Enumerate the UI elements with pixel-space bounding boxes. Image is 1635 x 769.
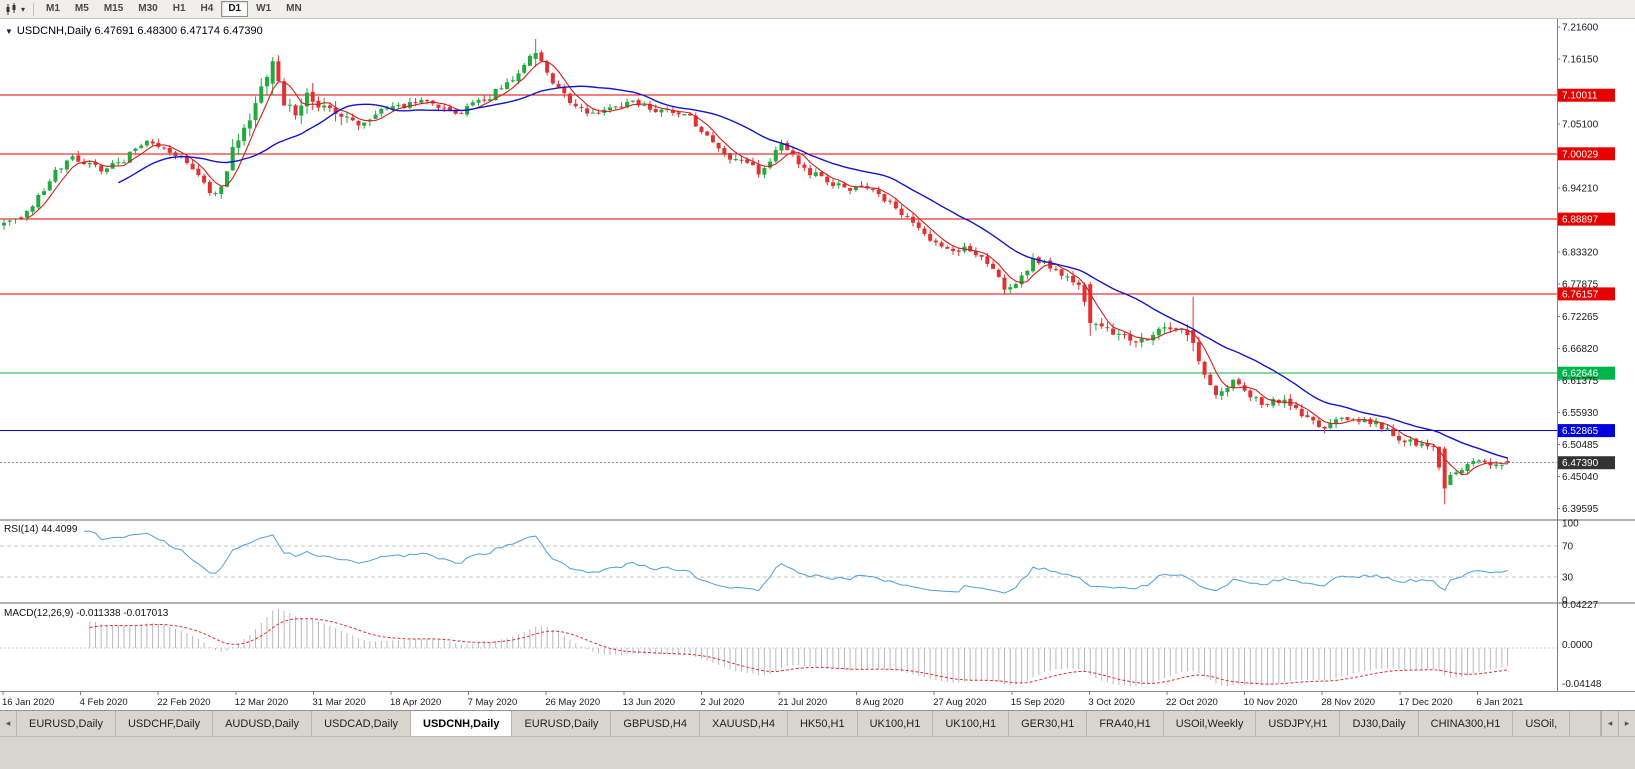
timeframe-button-w1[interactable]: W1 xyxy=(256,3,272,14)
svg-text:27 Aug 2020: 27 Aug 2020 xyxy=(933,697,986,708)
svg-text:7.05100: 7.05100 xyxy=(1562,120,1599,131)
svg-text:7.16150: 7.16150 xyxy=(1562,55,1599,66)
svg-text:7.21600: 7.21600 xyxy=(1562,23,1599,34)
svg-text:4 Feb 2020: 4 Feb 2020 xyxy=(80,697,128,708)
svg-text:15 Sep 2020: 15 Sep 2020 xyxy=(1011,697,1065,708)
chart-tab-eurusd-daily[interactable]: EURUSD,Daily xyxy=(17,711,116,736)
svg-text:7 May 2020: 7 May 2020 xyxy=(468,697,518,708)
chart-tab-usdcnh-daily[interactable]: USDCNH,Daily xyxy=(411,711,513,736)
svg-text:6.88897: 6.88897 xyxy=(1562,215,1599,226)
chart-tab-usdchf-daily[interactable]: USDCHF,Daily xyxy=(116,711,214,736)
chart-tab-china300-h1[interactable]: CHINA300,H1 xyxy=(1419,711,1514,736)
tab-scroll-next-icon[interactable]: ▸ xyxy=(1618,711,1635,736)
svg-text:8 Aug 2020: 8 Aug 2020 xyxy=(856,697,904,708)
tab-scroll-prev-icon[interactable]: ◂ xyxy=(1601,711,1618,736)
chart-tabs: EURUSD,Daily USDCHF,Daily AUDUSD,Daily USDC… xyxy=(17,711,1571,736)
svg-text:26 May 2020: 26 May 2020 xyxy=(545,697,600,708)
svg-text:70: 70 xyxy=(1562,542,1574,553)
time-axis: 16 Jan 2020 4 Feb 2020 22 Feb 2020 12 Mar 2… xyxy=(2,691,1523,708)
svg-text:31 Mar 2020: 31 Mar 2020 xyxy=(312,697,365,708)
svg-text:6.50485: 6.50485 xyxy=(1562,440,1599,451)
timeframe-buttons: M1 M5 M15 M30 H1 H4 D1 W1 MN xyxy=(39,1,309,17)
svg-text:0: 0 xyxy=(1562,596,1568,607)
svg-text:100: 100 xyxy=(1562,519,1579,530)
price-axis: 7.21600 7.16150 7.10011 7.05100 7.00029 6.942… xyxy=(1557,23,1615,690)
svg-text:3 Oct 2020: 3 Oct 2020 xyxy=(1088,697,1134,708)
tab-scroll-left-icon[interactable]: ◂ xyxy=(0,711,17,736)
svg-text:6.39595: 6.39595 xyxy=(1562,504,1599,515)
panel-dividers xyxy=(0,19,1635,692)
svg-text:6.45040: 6.45040 xyxy=(1562,472,1599,483)
svg-text:17 Dec 2020: 17 Dec 2020 xyxy=(1399,697,1453,708)
svg-text:22 Oct 2020: 22 Oct 2020 xyxy=(1166,697,1218,708)
svg-text:7.00029: 7.00029 xyxy=(1562,149,1599,160)
svg-text:6.66820: 6.66820 xyxy=(1562,344,1599,355)
chart-tab-usoil-weekly[interactable]: USOil,Weekly xyxy=(1164,711,1257,736)
svg-text:7.10011: 7.10011 xyxy=(1562,91,1598,102)
svg-text:21 Jul 2020: 21 Jul 2020 xyxy=(778,697,827,708)
timeframe-button-h1[interactable]: H1 xyxy=(172,3,186,14)
price-chart[interactable]: 7.21600 7.16150 7.10011 7.05100 7.00029 6.942… xyxy=(0,19,1635,710)
chart-type-dropdown-icon[interactable]: ▾ xyxy=(21,4,26,14)
svg-text:6 Jan 2021: 6 Jan 2021 xyxy=(1476,697,1523,708)
main-chart-panel xyxy=(0,38,1557,505)
timeframe-button-d1[interactable]: D1 xyxy=(221,1,249,17)
svg-text:6.61375: 6.61375 xyxy=(1562,376,1599,387)
svg-text:6.62646: 6.62646 xyxy=(1562,369,1599,380)
svg-text:6.77875: 6.77875 xyxy=(1562,279,1599,290)
timeframe-button-mn[interactable]: MN xyxy=(286,3,302,14)
svg-text:0.0000: 0.0000 xyxy=(1562,640,1593,651)
chart-area: 7.21600 7.16150 7.10011 7.05100 7.00029 6.942… xyxy=(0,19,1635,710)
rsi-panel xyxy=(0,530,1557,594)
svg-text:28 Nov 2020: 28 Nov 2020 xyxy=(1321,697,1375,708)
svg-text:30: 30 xyxy=(1562,572,1574,583)
svg-text:2 Jul 2020: 2 Jul 2020 xyxy=(700,697,744,708)
svg-text:13 Jun 2020: 13 Jun 2020 xyxy=(623,697,675,708)
svg-text:6.94210: 6.94210 xyxy=(1562,183,1599,194)
chart-tab-xauusd-h4[interactable]: XAUUSD,H4 xyxy=(700,711,788,736)
chart-tab-usoil-[interactable]: USOil, xyxy=(1513,711,1571,736)
chart-tab-usdjpy-h1[interactable]: USDJPY,H1 xyxy=(1256,711,1341,736)
svg-text:16 Jan 2020: 16 Jan 2020 xyxy=(2,697,54,708)
chart-tab-bar: ◂ EURUSD,Daily USDCHF,Daily AUDUSD,Daily US… xyxy=(0,710,1635,736)
svg-text:6.83320: 6.83320 xyxy=(1562,247,1599,258)
macd-panel xyxy=(0,608,1557,687)
status-strip xyxy=(0,736,1635,769)
svg-text:18 Apr 2020: 18 Apr 2020 xyxy=(390,697,441,708)
svg-text:12 Mar 2020: 12 Mar 2020 xyxy=(235,697,288,708)
chart-type-icon[interactable] xyxy=(3,2,21,16)
chart-tab-hk50-h1[interactable]: HK50,H1 xyxy=(788,711,858,736)
svg-text:-0.04148: -0.04148 xyxy=(1562,679,1602,690)
chart-tab-audusd-daily[interactable]: AUDUSD,Daily xyxy=(213,711,313,736)
timeframe-button-m30[interactable]: M30 xyxy=(138,3,158,14)
timeframe-button-m15[interactable]: M15 xyxy=(103,3,124,14)
chart-tab-gbpusd-h4[interactable]: GBPUSD,H4 xyxy=(611,711,700,736)
collapse-arrow-icon[interactable]: ▼ xyxy=(5,27,13,36)
timeframe-button-h4[interactable]: H4 xyxy=(200,3,214,14)
toolbar-separator xyxy=(33,2,35,16)
chart-tab-eurusd-daily[interactable]: EURUSD,Daily xyxy=(512,711,612,736)
svg-text:6.76157: 6.76157 xyxy=(1562,289,1599,300)
chart-tab-dj30-daily[interactable]: DJ30,Daily xyxy=(1340,711,1419,736)
chart-tab-fra40-h1[interactable]: FRA40,H1 xyxy=(1087,711,1164,736)
svg-text:6.47390: 6.47390 xyxy=(1562,458,1599,469)
chart-tab-uk100-h1[interactable]: UK100,H1 xyxy=(858,711,934,736)
svg-text:10 Nov 2020: 10 Nov 2020 xyxy=(1244,697,1298,708)
timeframe-toolbar: ▾ M1 M5 M15 M30 H1 H4 D1 W1 MN xyxy=(0,0,1635,19)
svg-text:0.04227: 0.04227 xyxy=(1562,600,1599,611)
tab-scroll-group: ◂ ▸ xyxy=(1600,711,1635,736)
chart-tab-usdcad-daily[interactable]: USDCAD,Daily xyxy=(312,711,412,736)
chart-tab-ger30-h1[interactable]: GER30,H1 xyxy=(1009,711,1088,736)
svg-text:6.55930: 6.55930 xyxy=(1562,408,1599,419)
chart-tab-uk100-h1[interactable]: UK100,H1 xyxy=(933,711,1010,736)
timeframe-button-m5[interactable]: M5 xyxy=(74,3,89,14)
timeframe-button-m1[interactable]: M1 xyxy=(46,3,60,14)
svg-text:22 Feb 2020: 22 Feb 2020 xyxy=(157,697,210,708)
svg-text:6.72265: 6.72265 xyxy=(1562,312,1599,323)
svg-text:6.52865: 6.52865 xyxy=(1562,426,1599,437)
